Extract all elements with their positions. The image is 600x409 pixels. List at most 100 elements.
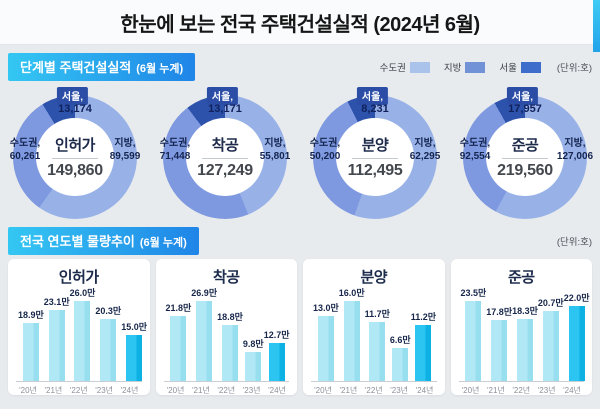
bar-column: 9.8만 <box>243 337 264 381</box>
bar-value-label: 20.7만 <box>537 298 564 308</box>
bar-column: 18.3만 <box>512 304 538 381</box>
donut-divider <box>352 158 398 159</box>
donut-chart: 서울, 13,171 착공 127,249 수도권, 71,448 지방, 55… <box>150 87 300 223</box>
legend: 수도권 지방 서울 <box>372 60 541 74</box>
bar-value-label: 23.5만 <box>460 288 487 298</box>
bar <box>392 348 409 381</box>
capital-region-slice-label: 수도권, 50,200 <box>309 138 341 162</box>
donut-center: 준공 219,560 <box>486 118 564 196</box>
x-axis-label: '23년 <box>537 386 556 395</box>
bar-value-label: 26.9만 <box>191 288 218 298</box>
donut-chart: 서울, 8,231 분양 112,495 수도권, 50,200 지방, 62,… <box>300 87 450 223</box>
donut-total-value: 127,249 <box>197 162 253 179</box>
donut-total-value: 149,860 <box>47 162 103 179</box>
x-axis-label: '22년 <box>217 386 236 395</box>
bar-column: 11.2만 <box>411 310 436 381</box>
bar-chart-row: 인허가 18.9만 23.1만 26.0만 20.3만 15.0만 '20년 '21년 '2… <box>0 259 600 395</box>
x-axis-label: '24년 <box>120 386 139 395</box>
bar <box>465 301 482 381</box>
bar <box>369 322 386 381</box>
x-axis-label: '22년 <box>69 386 88 395</box>
bar-value-label: 13.0만 <box>313 303 339 313</box>
bar-highlighted <box>126 335 143 381</box>
provincial-slice-label: 지방, 62,295 <box>409 138 441 162</box>
legend-item-seoul: 서울 <box>499 60 541 74</box>
x-axis-label: '24년 <box>415 386 434 395</box>
decorative-edge-stripe <box>593 0 600 52</box>
x-axis-label: '21년 <box>191 386 210 395</box>
bar-column: 23.5만 <box>460 286 487 381</box>
x-axis-label: '20년 <box>19 386 37 395</box>
bar <box>196 301 213 381</box>
section2-unit-note: (단위:호) <box>556 237 592 248</box>
donut-total-value: 219,560 <box>497 162 553 179</box>
capital-region-slice-label: 수도권, 92,554 <box>459 138 491 162</box>
donut-center: 분양 112,495 <box>336 118 414 196</box>
provincial-slice-label: 지방, 55,801 <box>259 138 291 162</box>
bar-value-label: 16.0만 <box>338 288 365 298</box>
bar <box>343 301 360 381</box>
bar-value-label: 20.3만 <box>95 306 122 316</box>
x-axis: '20년 '21년 '22년 '23년 '24년 <box>163 381 289 395</box>
provincial-slice-label: 지방, 127,006 <box>556 138 594 162</box>
bar-column: 20.7만 <box>538 296 564 381</box>
legend-label-capital-region: 수도권 <box>379 63 406 74</box>
x-axis-label: '20년 <box>166 386 185 395</box>
bar-chart-title: 인허가 <box>58 269 99 286</box>
legend-swatch-capital-region <box>409 61 430 73</box>
seoul-slice-chip: 서울, <box>56 87 89 105</box>
donut-title: 준공 <box>511 137 539 154</box>
section2-badge: 전국 연도별 물량추이 (6월 누계) <box>8 227 199 255</box>
bar-value-label: 18.8만 <box>217 312 243 322</box>
x-axis-label: '23년 <box>390 386 409 395</box>
bar-value-label: 11.2만 <box>410 312 437 322</box>
bar <box>22 323 39 381</box>
bar-column: 18.9만 <box>18 308 44 381</box>
donut-title: 분양 <box>361 137 389 154</box>
bar-column: 21.8만 <box>165 301 192 381</box>
bar-value-label: 9.8만 <box>242 339 264 349</box>
bar-column: 11.7만 <box>365 307 390 381</box>
donut-divider <box>52 158 98 159</box>
x-axis-label: '21년 <box>486 386 505 395</box>
donut-center: 인허가 149,860 <box>36 118 114 196</box>
seoul-slice-value: 17,957 <box>508 103 542 115</box>
bar <box>245 352 262 381</box>
capital-region-slice-label: 수도권, 71,448 <box>159 138 191 162</box>
x-axis: '20년 '21년 '22년 '23년 '24년 <box>458 381 584 395</box>
x-axis: '20년 '21년 '22년 '23년 '24년 <box>16 381 142 395</box>
bar-value-label: 18.9만 <box>18 310 44 320</box>
bar <box>100 319 117 381</box>
bar-highlighted <box>268 343 285 381</box>
seoul-slice-value: 8,231 <box>361 103 389 115</box>
donut-divider <box>202 158 248 159</box>
bar-chart-title: 준공 <box>507 269 535 286</box>
bar-value-label: 18.3만 <box>512 306 538 316</box>
bar-column: 16.0만 <box>339 286 365 381</box>
x-axis: '20년 '21년 '22년 '23년 '24년 <box>311 381 437 395</box>
bar <box>48 310 65 381</box>
seoul-slice-value: 13,171 <box>208 103 242 115</box>
seoul-slice-chip: 서울, <box>356 87 389 105</box>
donut-total-value: 112,495 <box>347 162 403 179</box>
donut-chart: 서울, 13,174 인허가 149,860 수도권, 60,261 지방, 8… <box>0 87 150 223</box>
bars-area: 23.5만 17.8만 18.3만 20.7만 22.0만 <box>460 286 589 381</box>
bar-value-label: 21.8만 <box>165 303 192 313</box>
legend-label-provincial: 지방 <box>443 63 462 74</box>
bar-column: 15.0만 <box>121 320 147 381</box>
section1-badge: 단계별 주택건설실적 (6월 누계) <box>8 53 196 81</box>
header: 한눈에 보는 전국 주택건설실적 (2024년 6월) <box>0 0 600 52</box>
section2-badge-label: 전국 연도별 물량추이 <box>20 234 135 249</box>
section2-header-row: 전국 연도별 물량추이 (6월 누계) (단위:호) <box>8 227 592 255</box>
bar <box>516 319 533 381</box>
bar-value-label: 6.6만 <box>389 335 411 345</box>
bar-chart-card: 착공 21.8만 26.9만 18.8만 9.8만 12.7만 '20년 '21년 '22년… <box>155 259 297 395</box>
seoul-slice-chip: 서울, <box>506 87 539 105</box>
seoul-slice-chip: 서울, <box>206 87 239 105</box>
bar-column: 26.0만 <box>70 286 95 381</box>
bar-value-label: 15.0만 <box>121 322 147 332</box>
donut-chart-row: 서울, 13,174 인허가 149,860 수도권, 60,261 지방, 8… <box>0 87 600 223</box>
bars-area: 21.8만 26.9만 18.8만 9.8만 12.7만 <box>165 287 289 381</box>
bar-chart-card: 준공 23.5만 17.8만 18.3만 20.7만 22.0만 '20년 '21년 '22… <box>450 259 592 395</box>
x-axis-label: '21년 <box>339 386 358 395</box>
